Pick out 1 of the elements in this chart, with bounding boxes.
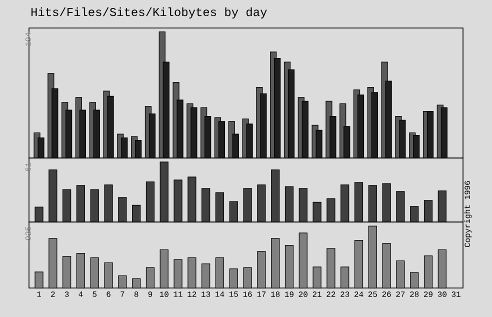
chart-title: Hits/Files/Sites/Kilobytes by day	[31, 7, 267, 19]
